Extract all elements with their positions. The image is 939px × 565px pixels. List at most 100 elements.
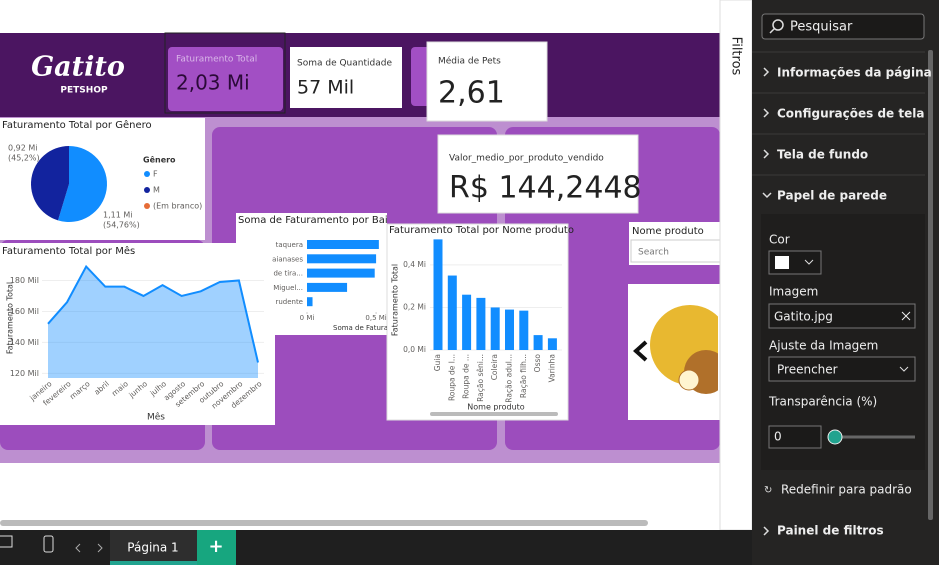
card[interactable] bbox=[437, 134, 639, 214]
card-label: Média de Pets bbox=[438, 56, 501, 67]
x-tick-label: 0 Mi bbox=[300, 314, 315, 322]
card[interactable] bbox=[426, 41, 548, 122]
field-label: Imagem bbox=[769, 285, 818, 299]
bar bbox=[307, 254, 377, 264]
add-page[interactable] bbox=[197, 530, 236, 565]
image-field[interactable] bbox=[768, 303, 916, 329]
transparency-input[interactable] bbox=[768, 425, 822, 449]
section-header[interactable]: Papel de parede bbox=[777, 189, 887, 203]
area bbox=[48, 266, 258, 378]
chart-title: Soma de Faturamento por Bairro bbox=[238, 215, 402, 226]
slider-thumb[interactable] bbox=[827, 429, 843, 445]
bar bbox=[533, 335, 543, 350]
chevron bbox=[763, 526, 770, 536]
nav-next[interactable] bbox=[97, 543, 103, 553]
x-tick-label: 0,5 Mi bbox=[365, 314, 386, 322]
section-header[interactable]: Configurações de tela bbox=[777, 107, 924, 121]
h-scrollbar[interactable] bbox=[0, 520, 648, 526]
legend-label: M bbox=[153, 186, 160, 195]
data-label: 0,92 Mi bbox=[8, 144, 37, 153]
color-swatch bbox=[775, 256, 789, 269]
chart-scrollbar[interactable] bbox=[430, 412, 558, 416]
pie-slice bbox=[31, 146, 69, 221]
fit-value: Preencher bbox=[777, 363, 838, 377]
page-tab[interactable] bbox=[110, 530, 197, 565]
x-tick-label: Ração adul... bbox=[505, 354, 514, 403]
clear-icon[interactable] bbox=[901, 311, 911, 321]
chevron bbox=[763, 149, 770, 159]
card-label: Faturamento Total bbox=[176, 55, 257, 65]
logo-name: Gatito bbox=[31, 52, 125, 83]
y-tick-label: aianases bbox=[272, 255, 303, 263]
x-axis-title: Mês bbox=[147, 412, 165, 423]
bar bbox=[307, 282, 348, 292]
reset-link[interactable]: Redefinir para padrão bbox=[781, 483, 912, 497]
search-icon bbox=[772, 19, 784, 31]
x-tick-label: Guia bbox=[433, 354, 442, 371]
card-value: 2,61 bbox=[438, 76, 505, 111]
nav-prev[interactable] bbox=[75, 543, 81, 553]
page-tab-label: Página 1 bbox=[127, 541, 178, 555]
card[interactable] bbox=[290, 47, 402, 108]
legend-title: Gênero bbox=[143, 155, 176, 165]
y-tick-label: Miguel... bbox=[273, 284, 303, 292]
data-label: 1,11 Mi bbox=[103, 211, 132, 220]
bar bbox=[307, 240, 379, 249]
bar bbox=[490, 307, 500, 350]
line-box[interactable] bbox=[0, 243, 275, 425]
nav-arrow[interactable] bbox=[633, 340, 648, 362]
filters-label: Filtros bbox=[729, 37, 744, 76]
legend-label: (Em branco) bbox=[153, 202, 202, 211]
desktop-icon[interactable] bbox=[0, 535, 13, 548]
chart-title: Faturamento Total por Gênero bbox=[2, 119, 152, 131]
chevron bbox=[763, 108, 770, 118]
chevron bbox=[762, 192, 772, 199]
x-tick-label: Ração sêni... bbox=[476, 354, 485, 402]
x-tick-label: Varinha bbox=[547, 354, 556, 382]
x-tick-label: Roupa de l... bbox=[447, 354, 456, 401]
image-edge bbox=[718, 284, 720, 420]
slicer-placeholder: Search bbox=[638, 248, 669, 258]
filters-tab[interactable] bbox=[719, 0, 753, 531]
chevron bbox=[804, 259, 814, 265]
transparency-value: 0 bbox=[774, 430, 782, 444]
x-tick-label: Roupa de ... bbox=[462, 354, 471, 399]
field-label: Cor bbox=[769, 233, 790, 247]
logo-tagline: PETSHOP bbox=[60, 86, 108, 96]
x-axis-title: Soma de Faturamento bbox=[333, 324, 411, 332]
y-tick-label: de tira... bbox=[273, 270, 303, 278]
x-tick-label: Ração filh... bbox=[519, 354, 528, 398]
search-icon bbox=[769, 28, 775, 34]
bar bbox=[505, 309, 514, 350]
bar bbox=[476, 297, 486, 350]
card-value: 2,03 Mi bbox=[176, 71, 250, 95]
bar bbox=[519, 310, 529, 350]
legend-marker bbox=[144, 187, 150, 193]
v-scrollbar[interactable] bbox=[928, 50, 933, 520]
section-header[interactable]: Informações da página bbox=[777, 66, 932, 80]
legend-label: F bbox=[153, 170, 158, 179]
bairro-chart: Soma de Faturamento por Bairro taquera aia… bbox=[238, 215, 411, 332]
reset-icon: ↻ bbox=[764, 485, 772, 496]
chart-title: Faturamento Total por Mês bbox=[2, 245, 135, 257]
bar bbox=[307, 297, 313, 307]
pie-slice bbox=[57, 146, 108, 222]
mobile-icon[interactable] bbox=[43, 535, 54, 553]
bar bbox=[447, 275, 457, 350]
slicer-title: Nome produto bbox=[632, 226, 704, 237]
tab-underline bbox=[110, 561, 197, 565]
selection bbox=[164, 32, 286, 114]
y-tick-label: rudente bbox=[275, 298, 303, 306]
card[interactable] bbox=[168, 47, 283, 111]
field-label: Ajuste da Imagem bbox=[769, 339, 878, 353]
x-axis-title: Nome produto bbox=[467, 403, 525, 412]
search-box[interactable] bbox=[761, 13, 925, 40]
fit-dropdown[interactable] bbox=[768, 356, 916, 382]
image-file: Gatito.jpg bbox=[774, 310, 833, 324]
y-tick-label: 160 Mil bbox=[10, 307, 39, 316]
section-header[interactable]: Tela de fundo bbox=[777, 148, 868, 162]
x-tick-label: Osso bbox=[533, 354, 542, 373]
section-header[interactable]: Painel de filtros bbox=[777, 524, 884, 538]
card-value: 57 Mil bbox=[297, 77, 354, 99]
